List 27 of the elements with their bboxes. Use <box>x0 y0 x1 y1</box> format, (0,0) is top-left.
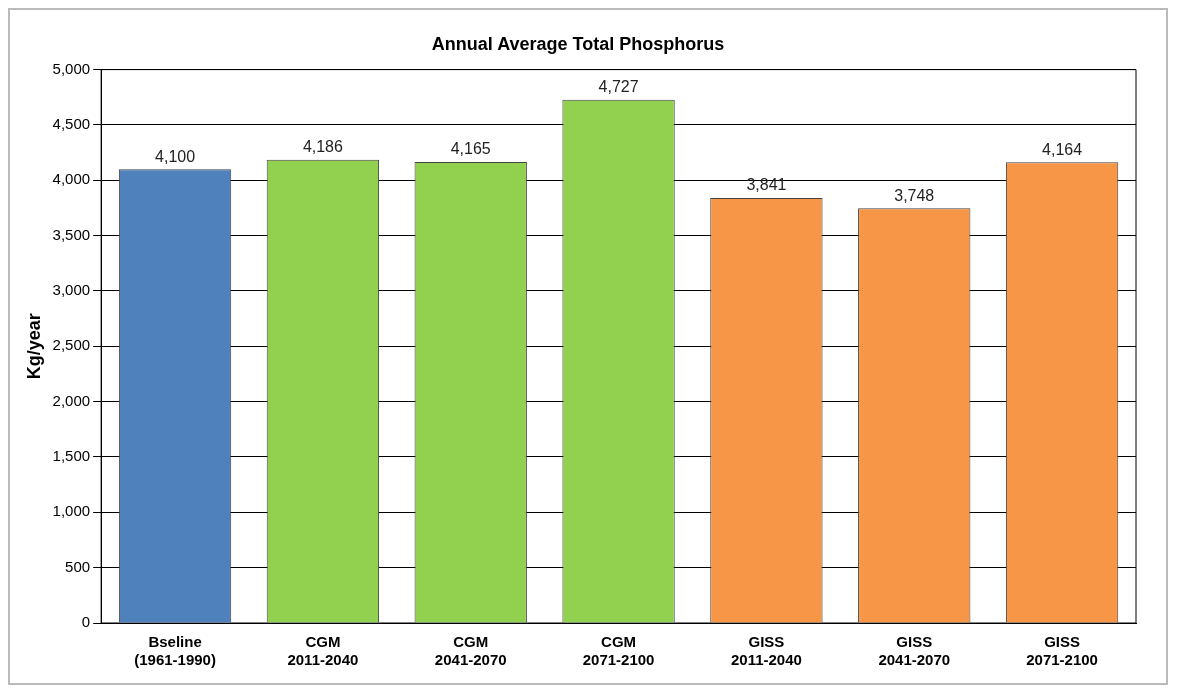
y-tick-label: 5,000 <box>52 59 91 77</box>
chart-title: Annual Average Total Phosphorus <box>431 33 725 54</box>
x-tick-label: GISS 2011-2040 <box>730 633 802 669</box>
y-tick-label: 0 <box>81 613 91 631</box>
data-label: 3,748 <box>894 186 935 204</box>
data-label: 4,164 <box>1042 140 1083 158</box>
y-tick-label: 500 <box>65 557 91 575</box>
data-label: 4,727 <box>598 78 639 96</box>
y-tick-label: 3,500 <box>52 225 91 243</box>
y-tick-label: 4,500 <box>52 115 91 133</box>
x-tick-label: GISS 2041-2070 <box>878 633 951 669</box>
y-axis-title: Kg/year <box>23 313 44 380</box>
x-tick-label: CGM 2011-2040 <box>287 633 359 669</box>
x-tick-label: GISS 2071-2100 <box>1026 633 1098 669</box>
y-tick-label: 3,000 <box>52 281 91 299</box>
y-tick-label: 1,500 <box>52 447 91 465</box>
y-tick-label: 2,500 <box>52 336 91 354</box>
x-tick-label: CGM 2071-2100 <box>582 633 655 669</box>
data-label: 4,100 <box>155 147 196 165</box>
y-tick-label: 4,000 <box>52 170 91 188</box>
data-label: 4,186 <box>302 138 344 156</box>
data-label: 4,165 <box>450 140 491 158</box>
x-tick-label: CGM 2041-2070 <box>434 633 507 669</box>
y-tick-label: 2,000 <box>52 391 91 409</box>
data-label: 3,841 <box>746 176 787 194</box>
x-tick-label: Bseline (1961-1990) <box>134 633 216 669</box>
y-tick-label: 1,000 <box>52 502 91 520</box>
